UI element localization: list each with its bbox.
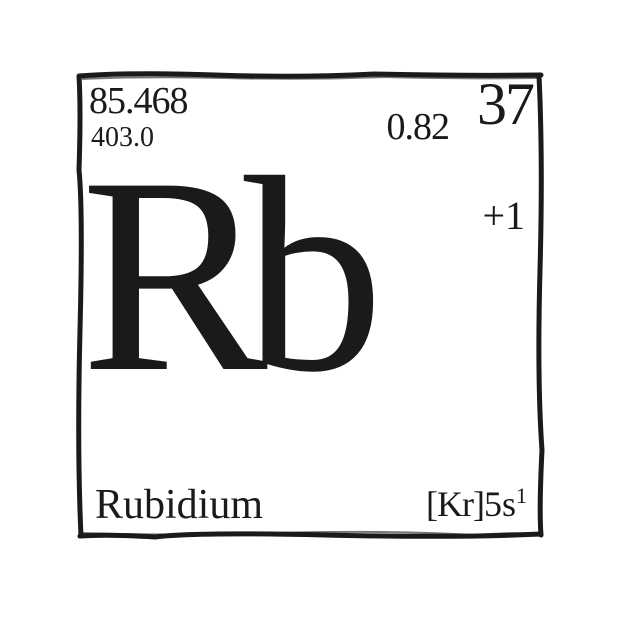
element-tile: 85.468 403.0 0.82 37 +1 Rb Rubidium [Kr]… xyxy=(75,70,545,540)
electron-config-noble: [Kr] xyxy=(426,484,484,524)
element-symbol: Rb xyxy=(81,142,360,408)
electronegativity: 0.82 xyxy=(387,108,450,146)
electron-configuration: [Kr]5s1 xyxy=(426,485,527,522)
electron-config-orbital: 5s xyxy=(484,484,516,524)
electron-config-exponent: 1 xyxy=(516,483,527,508)
oxidation-state: +1 xyxy=(482,196,525,236)
element-name: Rubidium xyxy=(95,484,263,526)
element-tile-canvas: 85.468 403.0 0.82 37 +1 Rb Rubidium [Kr]… xyxy=(0,0,626,626)
atomic-mass: 85.468 xyxy=(89,82,188,120)
atomic-number: 37 xyxy=(477,74,533,134)
